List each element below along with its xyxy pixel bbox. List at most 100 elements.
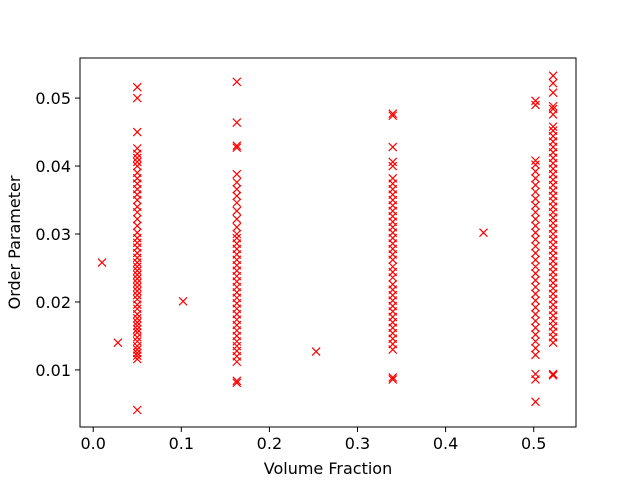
- data-point-marker: [178, 296, 188, 306]
- data-point-marker: [132, 274, 142, 284]
- data-point-marker: [531, 302, 540, 312]
- data-point-marker: [548, 71, 558, 81]
- data-points: [97, 71, 558, 415]
- data-point-marker: [232, 177, 242, 187]
- data-point-marker: [531, 336, 540, 346]
- data-point-marker: [531, 221, 540, 231]
- data-point-marker: [132, 143, 142, 153]
- data-point-marker: [388, 173, 398, 183]
- data-point-marker: [132, 286, 142, 296]
- data-point-marker: [132, 266, 142, 276]
- data-point-marker: [531, 282, 540, 292]
- data-point-marker: [113, 338, 123, 348]
- data-point-marker: [531, 228, 540, 238]
- y-axis-label: Order Parameter: [5, 175, 24, 309]
- data-point-marker: [531, 96, 540, 106]
- data-point-marker: [232, 222, 242, 232]
- x-axis-ticks: 0.0 0.1 0.2 0.3 0.4 0.5: [80, 427, 546, 453]
- data-point-marker: [531, 309, 540, 319]
- data-point-marker: [132, 153, 142, 163]
- data-point-marker: [531, 100, 540, 110]
- data-point-marker: [531, 241, 540, 251]
- data-point-marker: [132, 157, 142, 167]
- data-point-marker: [531, 180, 540, 190]
- data-point-marker: [132, 313, 142, 323]
- x-tick-label: 0.0: [80, 434, 105, 453]
- data-point-marker: [132, 321, 142, 331]
- data-point-marker: [132, 290, 142, 300]
- data-point-marker: [132, 304, 142, 314]
- data-point-marker: [531, 255, 540, 265]
- data-point-marker: [531, 330, 540, 340]
- x-axis-label: Volume Fraction: [264, 459, 392, 478]
- data-point-marker: [388, 142, 398, 152]
- data-point-marker: [531, 275, 540, 285]
- data-point-marker: [132, 228, 142, 238]
- y-tick-label: 0.03: [35, 225, 71, 244]
- data-point-marker: [132, 221, 142, 231]
- data-point-marker: [388, 109, 398, 119]
- data-point-marker: [548, 370, 558, 380]
- x-tick-label: 0.3: [345, 434, 370, 453]
- data-point-marker: [232, 118, 242, 127]
- y-tick-label: 0.04: [35, 157, 71, 176]
- data-point-marker: [531, 214, 540, 224]
- data-point-marker: [531, 201, 540, 210]
- data-point-marker: [531, 296, 540, 306]
- data-point-marker: [531, 167, 540, 176]
- data-point-marker: [531, 350, 540, 360]
- data-point-marker: [388, 161, 398, 171]
- data-point-marker: [388, 372, 398, 382]
- data-point-marker: [531, 323, 540, 333]
- data-point-marker: [388, 157, 398, 167]
- data-point-marker: [548, 104, 558, 114]
- data-point-marker: [232, 184, 242, 194]
- data-point-marker: [531, 207, 540, 217]
- data-point-marker: [548, 369, 558, 379]
- data-point-marker: [232, 229, 242, 239]
- data-point-marker: [132, 348, 142, 358]
- data-point-marker: [232, 378, 242, 388]
- data-point-marker: [132, 336, 142, 346]
- data-point-marker: [132, 214, 142, 224]
- data-point-marker: [232, 169, 242, 179]
- data-point-marker: [132, 168, 142, 178]
- data-point-marker: [97, 258, 107, 267]
- data-point-marker: [548, 126, 558, 136]
- data-point-marker: [388, 375, 398, 384]
- data-point-marker: [531, 343, 540, 353]
- data-point-marker: [531, 268, 540, 278]
- y-axis-ticks: 0.01 0.02 0.03 0.04 0.05: [35, 89, 80, 380]
- data-point-marker: [232, 141, 242, 151]
- data-point-marker: [232, 233, 242, 243]
- data-point-marker: [548, 101, 558, 111]
- data-point-marker: [531, 173, 540, 183]
- data-point-marker: [531, 187, 540, 197]
- data-point-marker: [531, 369, 540, 379]
- data-point-marker: [132, 282, 142, 292]
- data-point-marker: [132, 328, 142, 337]
- data-point-marker: [531, 160, 540, 170]
- x-tick-label: 0.5: [521, 434, 546, 453]
- y-tick-label: 0.02: [35, 293, 71, 312]
- x-tick-label: 0.1: [169, 434, 194, 453]
- data-point-marker: [132, 270, 142, 280]
- x-tick-label: 0.2: [257, 434, 282, 453]
- data-point-marker: [531, 156, 540, 166]
- data-point-marker: [531, 289, 540, 299]
- data-point-marker: [548, 78, 558, 88]
- data-point-marker: [132, 127, 142, 137]
- data-point-marker: [132, 202, 142, 212]
- data-point-marker: [531, 262, 540, 272]
- data-point-marker: [531, 248, 540, 258]
- data-point-marker: [548, 88, 558, 98]
- x-tick-label: 0.4: [433, 434, 458, 453]
- y-tick-label: 0.05: [35, 89, 71, 108]
- data-point-marker: [388, 279, 398, 289]
- data-point-marker: [531, 235, 540, 244]
- data-point-marker: [232, 198, 242, 208]
- data-point-marker: [132, 405, 142, 415]
- data-point-marker: [531, 316, 540, 326]
- data-point-marker: [388, 262, 398, 272]
